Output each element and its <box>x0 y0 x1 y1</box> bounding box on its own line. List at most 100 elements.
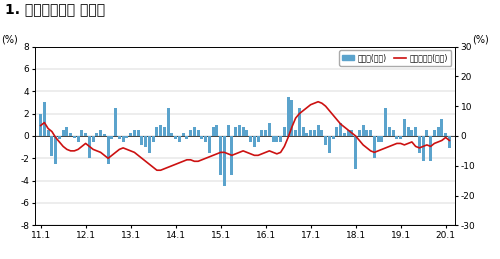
Bar <box>380 136 384 142</box>
Bar <box>212 127 214 136</box>
Bar <box>230 136 234 175</box>
Bar <box>76 136 80 142</box>
Bar <box>148 136 151 153</box>
Bar <box>448 136 451 148</box>
Bar <box>388 127 391 136</box>
Bar <box>219 136 222 175</box>
Bar <box>62 130 64 136</box>
Bar <box>422 136 424 161</box>
Bar <box>43 103 46 136</box>
Bar <box>80 130 84 136</box>
Bar <box>346 130 350 136</box>
Bar <box>328 136 331 153</box>
Bar <box>234 127 237 136</box>
Bar <box>88 136 91 158</box>
Bar <box>399 136 402 139</box>
Bar <box>392 130 394 136</box>
Bar <box>103 134 106 136</box>
Bar <box>58 136 61 139</box>
Bar <box>129 133 132 136</box>
Text: (%): (%) <box>2 35 18 45</box>
Bar <box>272 136 274 142</box>
Bar <box>283 127 286 136</box>
Bar <box>410 130 414 136</box>
Bar <box>313 130 316 136</box>
Bar <box>50 136 53 156</box>
Bar <box>46 130 50 136</box>
Bar <box>118 136 121 139</box>
Bar <box>106 136 110 164</box>
Bar <box>140 136 143 145</box>
Bar <box>156 127 158 136</box>
Bar <box>159 125 162 136</box>
Bar <box>99 130 102 136</box>
Bar <box>414 127 417 136</box>
Legend: 전월비(좌측), 전년동월비(우측): 전월비(좌측), 전년동월비(우측) <box>340 51 451 66</box>
Bar <box>426 130 428 136</box>
Bar <box>189 130 192 136</box>
Bar <box>418 136 421 153</box>
Bar <box>193 127 196 136</box>
Bar <box>343 133 346 136</box>
Bar <box>373 136 376 158</box>
Bar <box>170 133 173 136</box>
Bar <box>384 108 387 136</box>
Bar <box>440 119 444 136</box>
Bar <box>268 123 271 136</box>
Bar <box>276 136 278 142</box>
Bar <box>332 136 334 139</box>
Bar <box>290 100 294 136</box>
Bar <box>186 136 188 139</box>
Bar <box>166 108 170 136</box>
Bar <box>216 125 218 136</box>
Bar <box>336 127 338 136</box>
Bar <box>238 125 241 136</box>
Bar <box>39 114 42 136</box>
Bar <box>436 127 440 136</box>
Bar <box>358 130 361 136</box>
Bar <box>403 119 406 136</box>
Bar <box>279 136 282 142</box>
Bar <box>178 136 181 142</box>
Bar <box>260 130 264 136</box>
Bar <box>362 125 364 136</box>
Bar <box>339 123 342 136</box>
Bar <box>96 133 98 136</box>
Bar <box>354 136 357 169</box>
Bar <box>66 127 68 136</box>
Bar <box>133 130 136 136</box>
Bar <box>396 136 398 139</box>
Bar <box>122 136 124 142</box>
Bar <box>376 136 380 142</box>
Bar <box>73 136 76 138</box>
Bar <box>298 108 301 136</box>
Bar <box>320 130 324 136</box>
Bar <box>114 108 117 136</box>
Bar <box>433 130 436 136</box>
Bar <box>306 133 308 136</box>
Bar <box>316 125 320 136</box>
Bar <box>264 130 267 136</box>
Bar <box>294 130 297 136</box>
Bar <box>249 136 252 142</box>
Bar <box>444 133 447 136</box>
Bar <box>54 136 57 164</box>
Bar <box>366 130 368 136</box>
Bar <box>324 136 327 145</box>
Bar <box>110 136 114 139</box>
Bar <box>200 136 203 139</box>
Bar <box>309 130 312 136</box>
Bar <box>208 136 211 153</box>
Bar <box>84 133 87 136</box>
Bar <box>369 130 372 136</box>
Bar <box>429 136 432 161</box>
Bar <box>226 125 230 136</box>
Bar <box>406 127 410 136</box>
Bar <box>136 130 140 136</box>
Bar <box>302 127 304 136</box>
Bar <box>182 133 184 136</box>
Bar <box>253 136 256 147</box>
Text: (%): (%) <box>472 35 488 45</box>
Bar <box>350 130 354 136</box>
Bar <box>152 136 154 142</box>
